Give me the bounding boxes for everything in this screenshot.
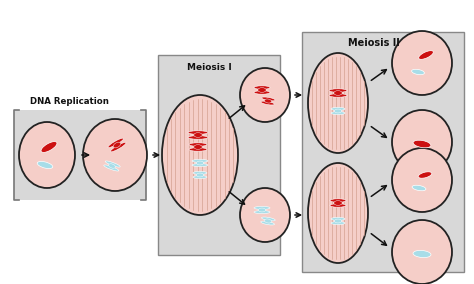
Ellipse shape xyxy=(331,107,345,110)
Bar xyxy=(14,110,146,200)
Ellipse shape xyxy=(196,161,204,165)
Ellipse shape xyxy=(262,97,275,101)
Ellipse shape xyxy=(334,201,342,205)
Ellipse shape xyxy=(331,217,345,220)
Ellipse shape xyxy=(240,188,290,242)
Bar xyxy=(158,55,280,255)
Ellipse shape xyxy=(264,219,272,223)
Ellipse shape xyxy=(193,176,207,179)
Ellipse shape xyxy=(261,221,274,225)
Ellipse shape xyxy=(419,51,433,59)
Ellipse shape xyxy=(418,172,432,178)
Ellipse shape xyxy=(194,145,202,149)
Text: Meiosis I: Meiosis I xyxy=(187,63,232,72)
Ellipse shape xyxy=(188,131,208,134)
Bar xyxy=(302,32,464,272)
Ellipse shape xyxy=(196,173,204,177)
Ellipse shape xyxy=(392,31,452,95)
Ellipse shape xyxy=(330,199,346,202)
Ellipse shape xyxy=(330,204,346,207)
Ellipse shape xyxy=(329,89,347,92)
Ellipse shape xyxy=(258,208,265,212)
Ellipse shape xyxy=(392,220,452,284)
Ellipse shape xyxy=(194,133,202,137)
Ellipse shape xyxy=(37,161,53,169)
Ellipse shape xyxy=(110,142,126,152)
Ellipse shape xyxy=(392,110,452,174)
Ellipse shape xyxy=(413,250,431,258)
Ellipse shape xyxy=(41,142,57,153)
Text: DNA Replication: DNA Replication xyxy=(30,97,109,106)
Ellipse shape xyxy=(334,219,342,223)
Ellipse shape xyxy=(331,112,345,115)
Ellipse shape xyxy=(162,95,238,215)
Ellipse shape xyxy=(189,143,207,146)
Ellipse shape xyxy=(308,53,368,153)
Ellipse shape xyxy=(109,164,116,168)
Ellipse shape xyxy=(188,136,208,139)
Ellipse shape xyxy=(189,148,207,151)
Ellipse shape xyxy=(334,91,342,95)
Text: Meiosis II: Meiosis II xyxy=(348,38,400,48)
Ellipse shape xyxy=(254,91,270,94)
Ellipse shape xyxy=(104,165,119,171)
Ellipse shape xyxy=(329,94,347,97)
Ellipse shape xyxy=(193,172,207,174)
Ellipse shape xyxy=(254,211,270,214)
Ellipse shape xyxy=(105,161,120,167)
Ellipse shape xyxy=(334,109,342,113)
Ellipse shape xyxy=(240,68,290,122)
Ellipse shape xyxy=(412,185,426,191)
Ellipse shape xyxy=(392,148,452,212)
Ellipse shape xyxy=(411,69,424,75)
Ellipse shape xyxy=(308,163,368,263)
Ellipse shape xyxy=(108,138,124,148)
Ellipse shape xyxy=(413,140,431,148)
Ellipse shape xyxy=(331,222,345,225)
Ellipse shape xyxy=(83,119,147,191)
Ellipse shape xyxy=(254,86,270,89)
Ellipse shape xyxy=(258,88,266,92)
Ellipse shape xyxy=(261,101,274,105)
Ellipse shape xyxy=(113,142,121,148)
Ellipse shape xyxy=(254,206,270,209)
Ellipse shape xyxy=(192,164,208,167)
Ellipse shape xyxy=(192,159,208,162)
Ellipse shape xyxy=(19,122,75,188)
Ellipse shape xyxy=(262,217,275,221)
Ellipse shape xyxy=(264,99,272,103)
